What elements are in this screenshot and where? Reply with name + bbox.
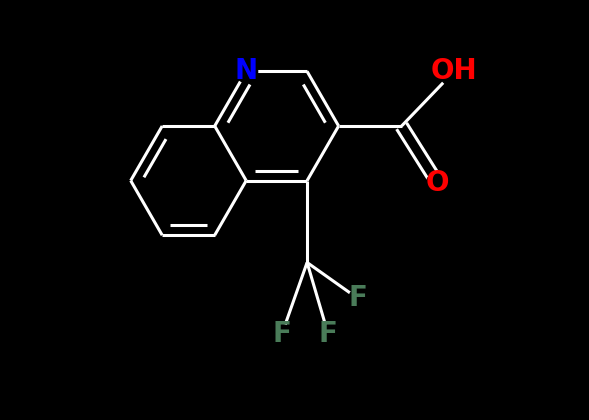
Text: F: F	[319, 320, 337, 348]
Text: O: O	[425, 169, 449, 197]
Text: F: F	[348, 284, 367, 312]
Text: F: F	[273, 320, 292, 348]
Text: N: N	[234, 58, 258, 85]
Text: OH: OH	[431, 58, 478, 85]
